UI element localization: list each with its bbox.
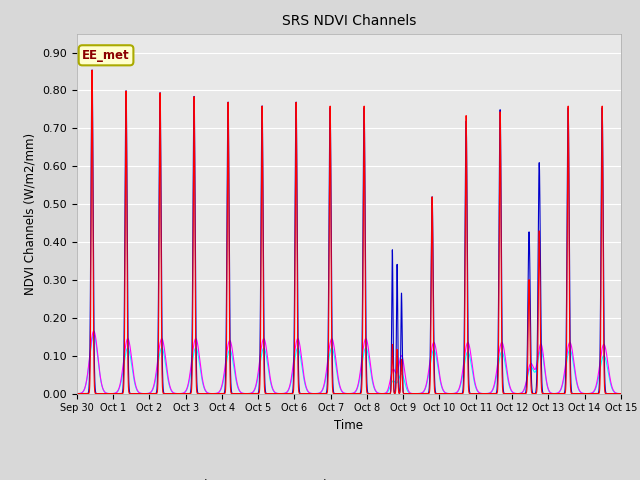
NDVI_810out <box>90 332 97 338</box>
Line: NDVI_810out: NDVI_810out <box>77 335 621 394</box>
NDVI_650in <box>617 391 625 396</box>
Line: NDVI_650in: NDVI_650in <box>77 70 621 394</box>
NDVI_810out <box>329 346 337 352</box>
NDVI_810in <box>404 391 412 396</box>
NDVI_810out <box>73 391 81 396</box>
NDVI_650out <box>92 336 100 342</box>
NDVI_810out <box>404 389 412 395</box>
NDVI_810out <box>413 391 420 396</box>
NDVI_650out <box>329 337 337 343</box>
NDVI_650in <box>413 391 420 396</box>
NDVI_650out <box>404 388 412 394</box>
NDVI_810in <box>488 391 496 396</box>
Legend: NDVI_650in, NDVI_810in, NDVI_650out, NDVI_810out: NDVI_650in, NDVI_810in, NDVI_650out, NDV… <box>104 473 594 480</box>
NDVI_650out <box>73 391 81 396</box>
NDVI_650out <box>390 366 397 372</box>
NDVI_810in <box>390 384 397 390</box>
Title: SRS NDVI Channels: SRS NDVI Channels <box>282 14 416 28</box>
NDVI_810in <box>329 372 337 378</box>
NDVI_650in <box>88 67 96 73</box>
NDVI_650in <box>282 391 290 396</box>
NDVI_650in <box>92 391 100 396</box>
NDVI_810in <box>617 391 625 396</box>
NDVI_810in <box>92 390 100 396</box>
NDVI_650in <box>390 388 397 394</box>
NDVI_810out <box>282 390 290 396</box>
Line: NDVI_810in: NDVI_810in <box>77 70 621 394</box>
X-axis label: Time: Time <box>334 419 364 432</box>
NDVI_650in <box>488 391 496 396</box>
Line: NDVI_650out: NDVI_650out <box>77 331 621 394</box>
NDVI_810in <box>282 391 290 396</box>
NDVI_810out <box>92 339 100 345</box>
NDVI_650out <box>617 391 625 396</box>
Y-axis label: NDVI Channels (W/m2/mm): NDVI Channels (W/m2/mm) <box>24 132 36 295</box>
NDVI_810out <box>488 389 496 395</box>
NDVI_810in <box>413 391 420 396</box>
NDVI_810out <box>617 391 625 396</box>
NDVI_650out <box>90 328 97 334</box>
NDVI_650in <box>73 391 81 396</box>
NDVI_810out <box>390 378 397 384</box>
NDVI_650out <box>413 391 420 396</box>
Text: EE_met: EE_met <box>82 49 130 62</box>
NDVI_650out <box>488 388 496 394</box>
NDVI_810in <box>88 67 96 73</box>
NDVI_650in <box>404 391 412 396</box>
NDVI_650in <box>329 387 337 393</box>
NDVI_810in <box>73 391 81 396</box>
NDVI_650out <box>282 390 290 396</box>
